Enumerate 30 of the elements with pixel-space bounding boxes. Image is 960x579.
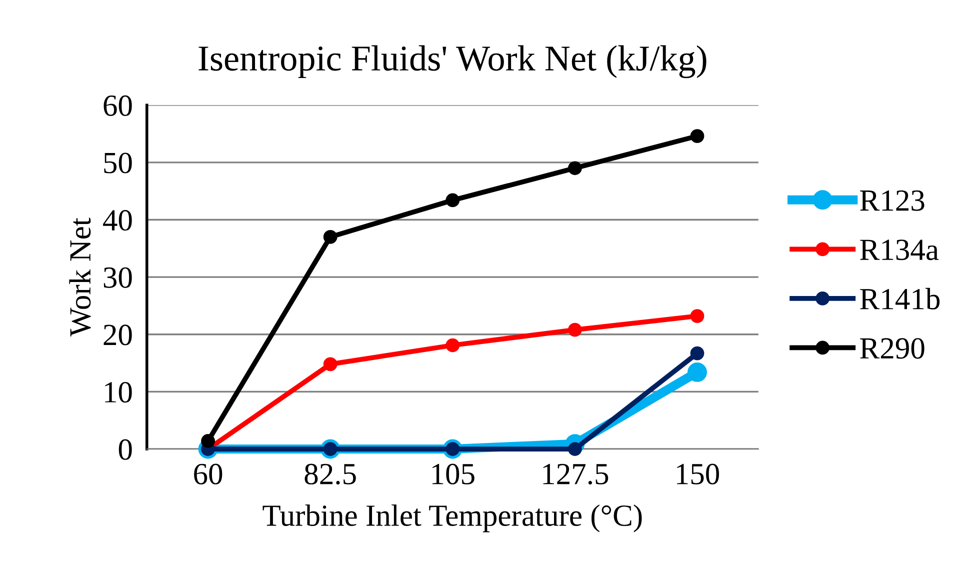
legend-label: R290 <box>860 338 924 359</box>
legend-label: R141b <box>860 288 940 310</box>
point <box>688 362 707 382</box>
point <box>690 346 704 360</box>
y-tick-label: 10 <box>105 382 132 403</box>
x-tick-label: 60 <box>194 464 222 484</box>
point <box>446 338 460 352</box>
y-tick-label: 50 <box>104 152 132 174</box>
chart-title: Isentropic Fluids' Work Net (kJ/kg) <box>198 45 706 78</box>
x-tick-label: 82.5 <box>304 464 356 485</box>
point <box>690 129 704 143</box>
point <box>568 322 582 337</box>
point <box>201 434 215 448</box>
point <box>690 309 704 323</box>
point <box>568 161 582 176</box>
legend-label: R134a <box>860 240 939 260</box>
y-tick-label: 0 <box>118 439 132 460</box>
x-tick-label: 150 <box>677 464 719 484</box>
y-axis-title: Work Net <box>69 218 91 336</box>
y-tick-label: 40 <box>103 210 132 231</box>
x-tick-label: 105 <box>432 464 474 484</box>
x-tick-label: 127.5 <box>543 464 608 485</box>
point <box>323 230 338 244</box>
y-tick-label: 20 <box>104 324 132 346</box>
legend-label: R123 <box>860 190 924 211</box>
point <box>323 357 338 372</box>
y-tick-label: 60 <box>104 95 132 116</box>
point <box>446 193 460 208</box>
x-axis-title: Turbine Inlet Temperature (°C) <box>262 504 642 532</box>
y-tick-label: 30 <box>104 267 132 288</box>
